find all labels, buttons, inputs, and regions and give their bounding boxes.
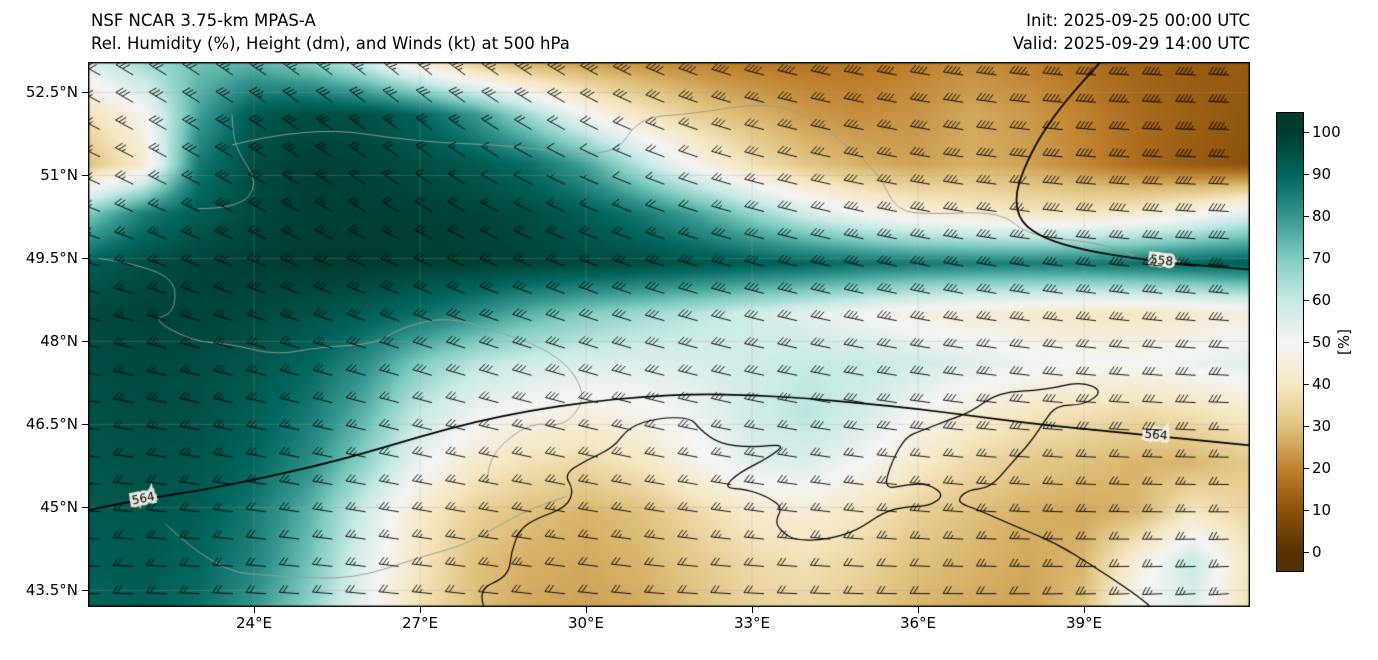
y-tick-label: 52.5°N (25, 83, 78, 101)
colorbar-tick-label: 70 (1312, 249, 1332, 267)
y-tick-label: 49.5°N (25, 249, 78, 267)
axis-tick (1304, 342, 1309, 343)
axis-tick (1304, 132, 1309, 133)
axis-tick (1304, 510, 1309, 511)
x-tick-label: 27°E (401, 614, 439, 632)
axis-tick (1304, 468, 1309, 469)
colorbar (1276, 112, 1304, 572)
axis-tick (1304, 216, 1309, 217)
axis-tick (420, 607, 421, 613)
axis-tick (82, 258, 88, 260)
axis-tick (82, 507, 88, 509)
figure-time-block: Init: 2025-09-25 00:00 UTC Valid: 2025-0… (1013, 9, 1250, 55)
valid-time: Valid: 2025-09-29 14:00 UTC (1012, 34, 1250, 53)
axis-tick (918, 607, 919, 613)
model-title: NSF NCAR 3.75-km MPAS-A (91, 11, 316, 30)
colorbar-tick-label: 40 (1312, 375, 1332, 393)
y-tick-label: 43.5°N (25, 581, 78, 599)
colorbar-tick-label: 0 (1312, 543, 1322, 561)
axis-tick (82, 341, 88, 343)
colorbar-tick-label: 20 (1312, 459, 1332, 477)
y-tick-label: 46.5°N (25, 415, 78, 433)
x-tick-label: 39°E (1065, 614, 1103, 632)
axis-tick (82, 590, 88, 592)
colorbar-tick-label: 80 (1312, 207, 1332, 225)
y-tick-label: 45°N (40, 498, 78, 516)
axis-tick (1304, 426, 1309, 427)
init-time: Init: 2025-09-25 00:00 UTC (1026, 11, 1250, 30)
y-tick-label: 48°N (40, 332, 78, 350)
colorbar-tick-label: 60 (1312, 291, 1332, 309)
x-tick-label: 30°E (567, 614, 605, 632)
axis-tick (82, 424, 88, 426)
axis-tick (254, 607, 255, 613)
x-tick-label: 33°E (733, 614, 771, 632)
axis-tick (82, 92, 88, 94)
colorbar-tick-label: 10 (1312, 501, 1332, 519)
colorbar-tick-label: 90 (1312, 165, 1332, 183)
colorbar-tick-label: 30 (1312, 417, 1332, 435)
axis-tick (1304, 552, 1309, 553)
axis-tick (1304, 300, 1309, 301)
axis-tick (586, 607, 587, 613)
colorbar-tick-label: 50 (1312, 333, 1332, 351)
axis-tick (1304, 174, 1309, 175)
map-plot-area (88, 62, 1250, 607)
axis-tick (752, 607, 753, 613)
field-title: Rel. Humidity (%), Height (dm), and Wind… (91, 34, 570, 53)
colorbar-unit-label: [%] (1335, 329, 1353, 355)
figure-title-block: NSF NCAR 3.75-km MPAS-A Rel. Humidity (%… (91, 9, 570, 55)
x-tick-label: 36°E (899, 614, 937, 632)
axis-tick (1304, 384, 1309, 385)
colorbar-tick-label: 100 (1312, 123, 1341, 141)
x-tick-label: 24°E (235, 614, 273, 632)
axis-tick (82, 175, 88, 177)
y-tick-label: 51°N (40, 166, 78, 184)
weather-map-canvas (88, 62, 1250, 607)
axis-tick (1304, 258, 1309, 259)
axis-tick (1084, 607, 1085, 613)
